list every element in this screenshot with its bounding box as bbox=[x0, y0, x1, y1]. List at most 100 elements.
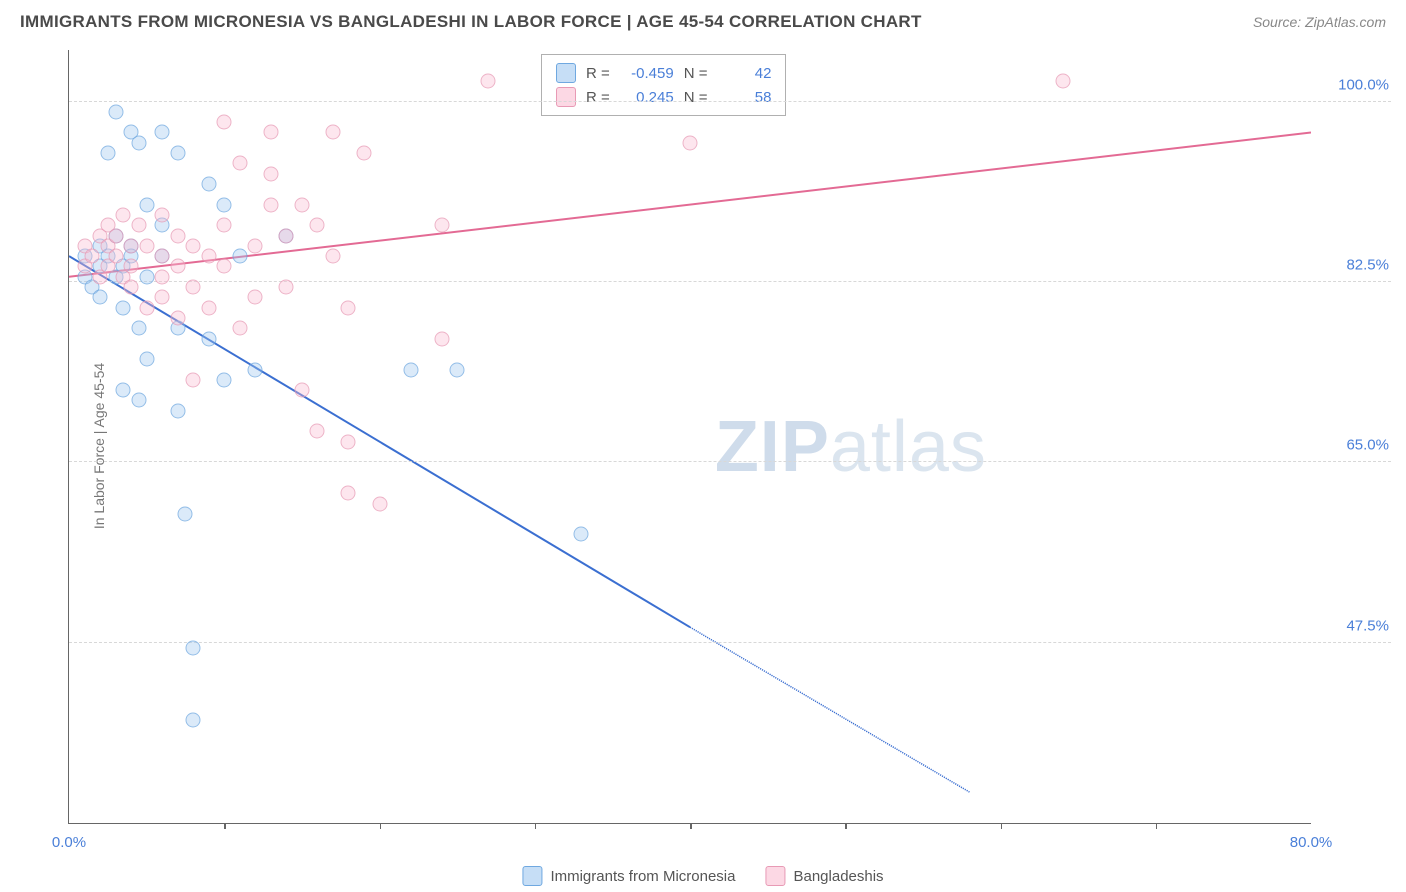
trendlines-svg bbox=[69, 50, 1311, 823]
stat-n-value-0: 42 bbox=[717, 65, 771, 82]
data-point bbox=[108, 104, 123, 119]
source-prefix: Source: bbox=[1253, 14, 1305, 30]
trendline-extrapolated bbox=[690, 627, 969, 792]
data-point bbox=[341, 434, 356, 449]
y-tick-label: 65.0% bbox=[1346, 437, 1389, 454]
data-point bbox=[217, 115, 232, 130]
x-tick-mark bbox=[535, 823, 537, 829]
y-tick-label: 47.5% bbox=[1346, 617, 1389, 634]
data-point bbox=[131, 321, 146, 336]
data-point bbox=[310, 218, 325, 233]
legend-swatch-0 bbox=[522, 866, 542, 886]
data-point bbox=[356, 146, 371, 161]
data-point bbox=[434, 218, 449, 233]
data-point bbox=[93, 290, 108, 305]
data-point bbox=[186, 712, 201, 727]
data-point bbox=[85, 249, 100, 264]
data-point bbox=[186, 372, 201, 387]
legend-item-1: Bangladeshis bbox=[765, 866, 883, 886]
trendline bbox=[69, 132, 1311, 276]
legend: Immigrants from Micronesia Bangladeshis bbox=[522, 866, 883, 886]
data-point bbox=[178, 506, 193, 521]
swatch-series-0 bbox=[556, 63, 576, 83]
data-point bbox=[124, 280, 139, 295]
data-point bbox=[186, 640, 201, 655]
data-point bbox=[155, 290, 170, 305]
data-point bbox=[232, 156, 247, 171]
data-point bbox=[279, 280, 294, 295]
data-point bbox=[263, 125, 278, 140]
data-point bbox=[683, 135, 698, 150]
x-tick-mark bbox=[845, 823, 847, 829]
data-point bbox=[217, 372, 232, 387]
data-point bbox=[294, 383, 309, 398]
data-point bbox=[155, 249, 170, 264]
data-point bbox=[170, 403, 185, 418]
data-point bbox=[201, 249, 216, 264]
gridline bbox=[69, 101, 1391, 102]
data-point bbox=[139, 238, 154, 253]
stats-row-series-1: R = 0.245 N = 58 bbox=[556, 85, 772, 109]
data-point bbox=[450, 362, 465, 377]
data-point bbox=[131, 393, 146, 408]
stats-row-series-0: R = -0.459 N = 42 bbox=[556, 61, 772, 85]
data-point bbox=[217, 197, 232, 212]
stat-r-label: R = bbox=[586, 89, 610, 106]
data-point bbox=[248, 290, 263, 305]
data-point bbox=[170, 310, 185, 325]
data-point bbox=[201, 300, 216, 315]
data-point bbox=[434, 331, 449, 346]
data-point bbox=[248, 238, 263, 253]
stat-r-value-1: 0.245 bbox=[620, 89, 674, 106]
data-point bbox=[481, 73, 496, 88]
x-tick-mark bbox=[380, 823, 382, 829]
stat-n-label: N = bbox=[684, 89, 708, 106]
data-point bbox=[263, 197, 278, 212]
data-point bbox=[100, 146, 115, 161]
legend-label-0: Immigrants from Micronesia bbox=[550, 868, 735, 885]
chart-area: In Labor Force | Age 45-54 ZIPatlas R = … bbox=[50, 50, 1391, 842]
legend-item-0: Immigrants from Micronesia bbox=[522, 866, 735, 886]
data-point bbox=[325, 125, 340, 140]
correlation-stats-box: R = -0.459 N = 42 R = 0.245 N = 58 bbox=[541, 54, 787, 116]
stat-n-value-1: 58 bbox=[717, 89, 771, 106]
legend-swatch-1 bbox=[765, 866, 785, 886]
data-point bbox=[155, 269, 170, 284]
trendline bbox=[69, 256, 690, 627]
data-point bbox=[170, 146, 185, 161]
plot-region: ZIPatlas R = -0.459 N = 42 R = 0.245 N =… bbox=[68, 50, 1311, 824]
stat-n-label: N = bbox=[684, 65, 708, 82]
data-point bbox=[341, 300, 356, 315]
stat-r-value-0: -0.459 bbox=[620, 65, 674, 82]
data-point bbox=[170, 228, 185, 243]
data-point bbox=[232, 321, 247, 336]
data-point bbox=[155, 207, 170, 222]
data-point bbox=[155, 125, 170, 140]
data-point bbox=[1055, 73, 1070, 88]
watermark: ZIPatlas bbox=[715, 406, 987, 488]
x-tick-mark bbox=[1001, 823, 1003, 829]
stat-r-label: R = bbox=[586, 65, 610, 82]
y-tick-label: 100.0% bbox=[1338, 76, 1389, 93]
watermark-light: atlas bbox=[830, 407, 987, 487]
data-point bbox=[232, 249, 247, 264]
chart-title: IMMIGRANTS FROM MICRONESIA VS BANGLADESH… bbox=[20, 12, 922, 32]
data-point bbox=[108, 249, 123, 264]
data-point bbox=[294, 197, 309, 212]
y-tick-label: 82.5% bbox=[1346, 256, 1389, 273]
data-point bbox=[325, 249, 340, 264]
data-point bbox=[116, 300, 131, 315]
data-point bbox=[263, 166, 278, 181]
data-point bbox=[139, 269, 154, 284]
data-point bbox=[131, 218, 146, 233]
source-attribution: Source: ZipAtlas.com bbox=[1253, 14, 1386, 30]
source-name: ZipAtlas.com bbox=[1305, 14, 1386, 30]
x-tick-mark bbox=[224, 823, 226, 829]
x-tick-label: 0.0% bbox=[52, 834, 86, 851]
data-point bbox=[201, 331, 216, 346]
swatch-series-1 bbox=[556, 87, 576, 107]
data-point bbox=[139, 300, 154, 315]
data-point bbox=[310, 424, 325, 439]
data-point bbox=[341, 486, 356, 501]
data-point bbox=[279, 228, 294, 243]
